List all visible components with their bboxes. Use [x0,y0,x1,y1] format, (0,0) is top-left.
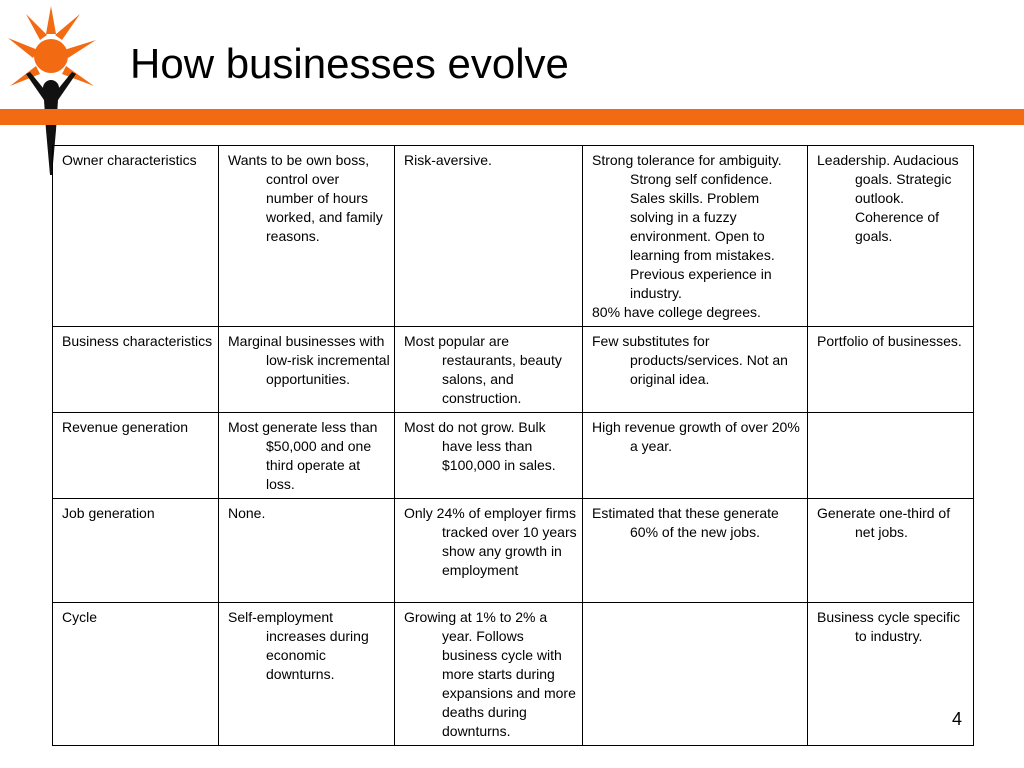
table-cell: Revenue generation [52,412,219,499]
table-row: Cycle Self-employment increases during e… [52,602,974,746]
sun-rays [8,6,96,86]
table-cell: Most do not grow. Bulk have less than $1… [394,412,583,499]
business-evolution-table: Owner characteristics Wants to be own bo… [52,145,974,746]
table-cell: Wants to be own boss, control over numbe… [218,145,395,327]
table-cell: Owner characteristics [52,145,219,327]
page-title: How businesses evolve [130,40,569,87]
table-cell: Strong tolerance for ambiguity. Strong s… [582,145,808,327]
table-cell: Most generate less than $50,000 and one … [218,412,395,499]
table-cell: Risk-aversive. [394,145,583,327]
table-cell: Job generation [52,498,219,603]
table-row: Business characteristics Marginal busine… [52,326,974,413]
table-cell: Most popular are restaurants, beauty sal… [394,326,583,413]
table-cell: Leadership. Audacious goals. Strategic o… [807,145,974,327]
table-cell: None. [218,498,395,603]
table-row: Job generation None. Only 24% of employe… [52,498,974,603]
table-cell: Cycle [52,602,219,746]
table-row: Revenue generation Most generate less th… [52,412,974,499]
table-cell: Business cycle specific to industry. [807,602,974,746]
table-cell: Few substitutes for products/services. N… [582,326,808,413]
table-cell: Only 24% of employer firms tracked over … [394,498,583,603]
table-cell-note: 80% have college degrees. [592,304,761,320]
table-cell: Generate one-third of net jobs. [807,498,974,603]
sun-disc [34,39,68,73]
table-cell: Growing at 1% to 2% a year. Follows busi… [394,602,583,746]
table-cell: Marginal businesses with low-risk increm… [218,326,395,413]
table-cell: Business characteristics [52,326,219,413]
accent-band [0,109,1024,125]
page-number: 4 [951,709,962,729]
table-cell: Portfolio of businesses. [807,326,974,413]
table-cell: Self-employment increases during economi… [218,602,395,746]
table-row: Owner characteristics Wants to be own bo… [52,145,974,327]
table-cell: High revenue growth of over 20% a year. [582,412,808,499]
table-cell [582,602,808,746]
table-cell [807,412,974,499]
table-cell: Estimated that these generate 60% of the… [582,498,808,603]
